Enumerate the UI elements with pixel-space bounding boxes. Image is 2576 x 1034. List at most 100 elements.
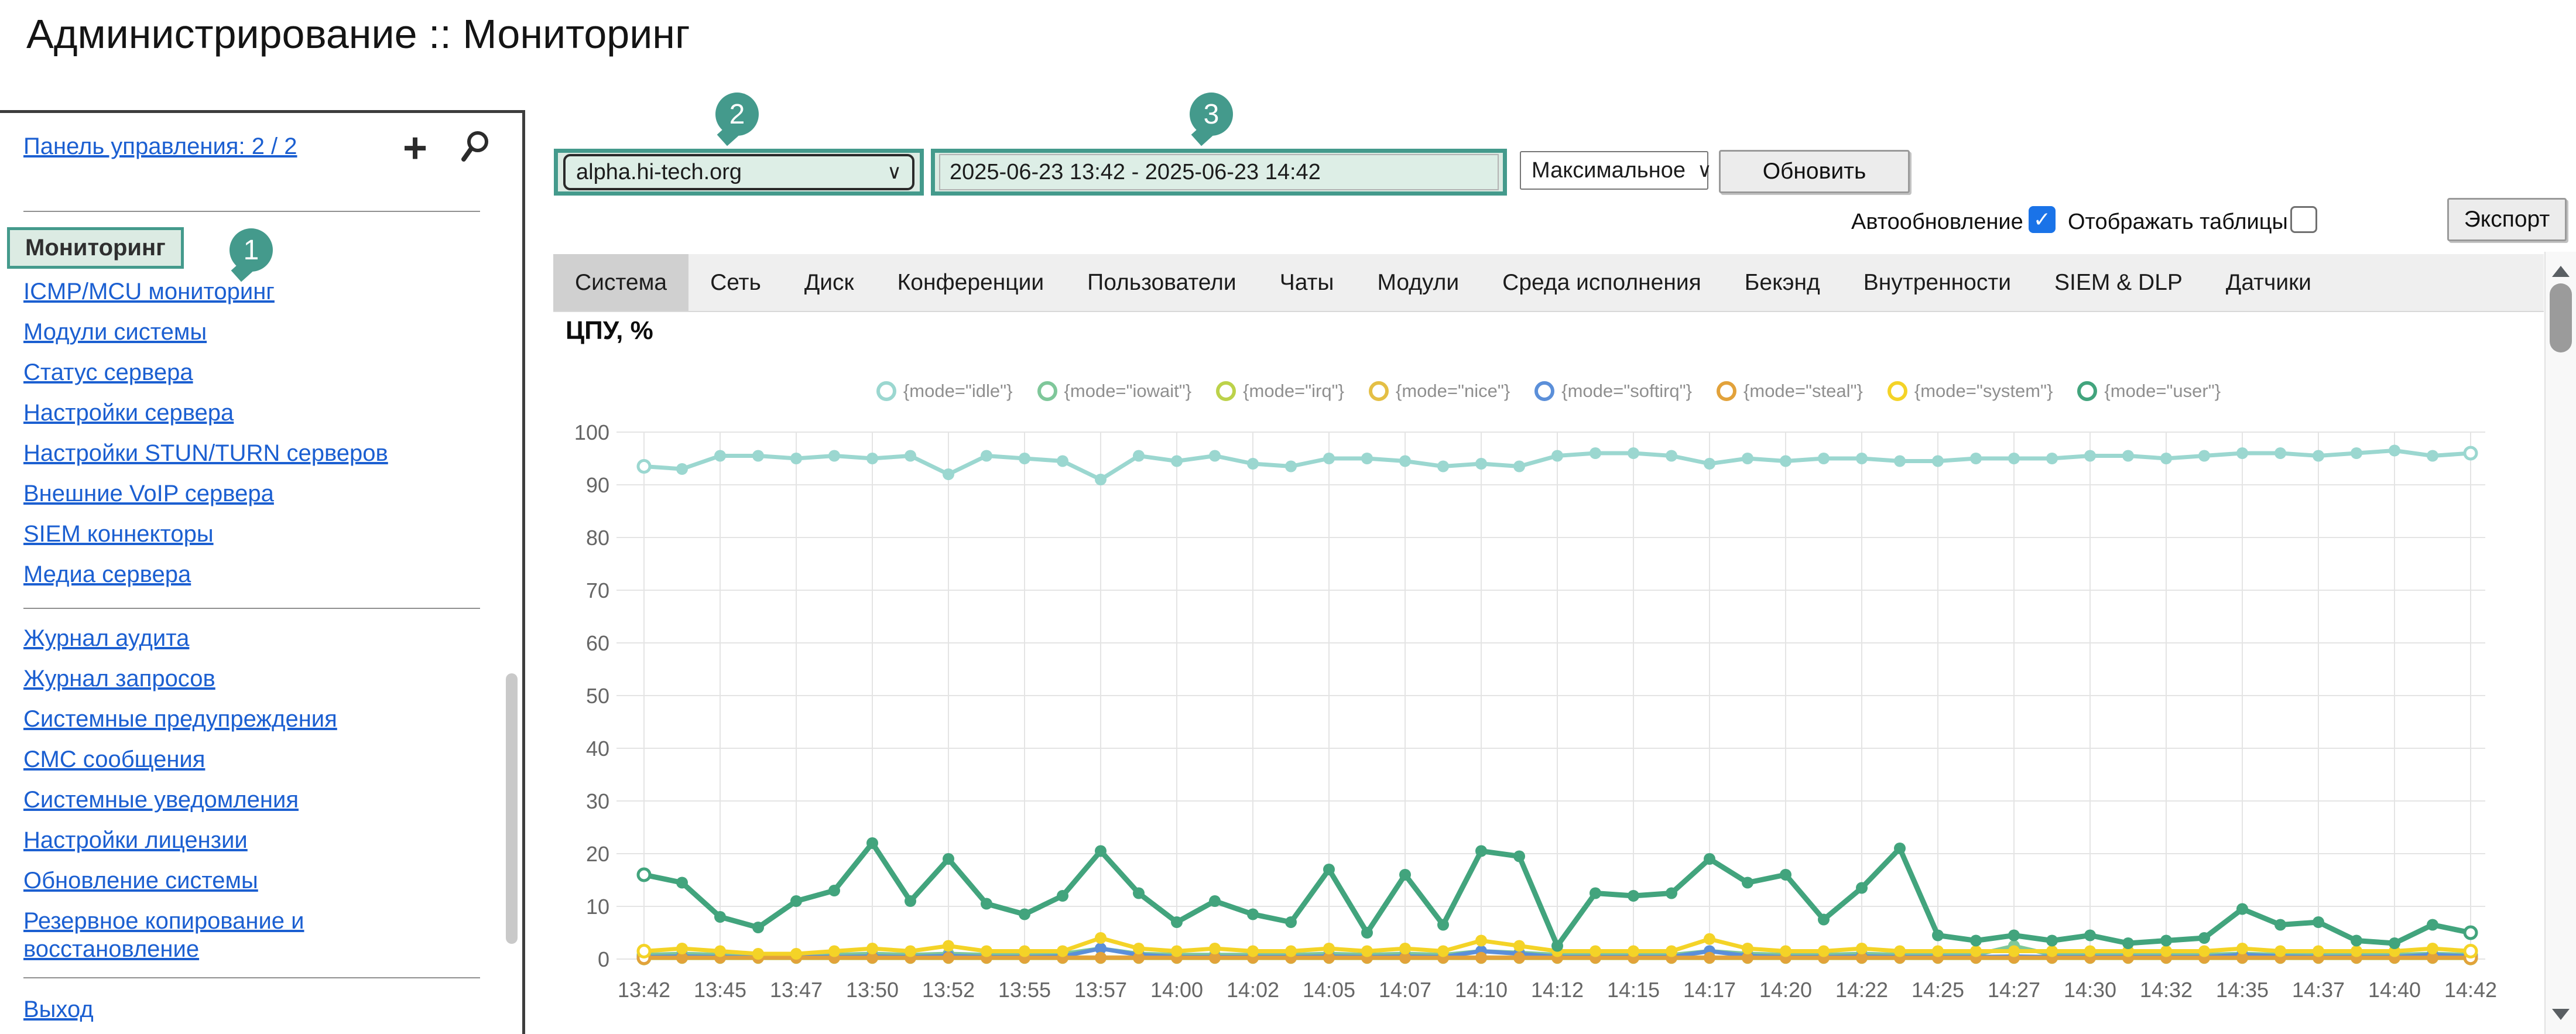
export-button[interactable]: Экспорт xyxy=(2447,198,2567,241)
data-point xyxy=(2198,945,2210,957)
data-point xyxy=(1361,945,1373,957)
data-point xyxy=(1742,951,1753,964)
tab[interactable]: Датчики xyxy=(2225,270,2311,295)
svg-text:14:25: 14:25 xyxy=(1912,978,1964,1002)
scroll-up-icon[interactable] xyxy=(2552,266,2570,277)
date-range-input[interactable] xyxy=(939,154,1499,190)
data-point xyxy=(1437,945,1449,957)
main-scrollbar[interactable] xyxy=(2544,252,2576,1034)
show-tables-checkbox[interactable] xyxy=(2290,206,2317,233)
tab[interactable]: Среда исполнения xyxy=(1502,270,1701,295)
data-point xyxy=(2198,932,2210,944)
main-scrollbar-thumb[interactable] xyxy=(2550,283,2572,352)
tab[interactable]: Конференции xyxy=(897,270,1044,295)
legend-item: {mode="system"} xyxy=(1887,381,2053,402)
sidebar-item[interactable]: Настройки STUN/TURN серверов xyxy=(23,440,388,466)
sidebar-item-monitoring[interactable]: Мониторинг xyxy=(7,227,184,269)
svg-text:13:45: 13:45 xyxy=(694,978,746,1002)
control-panel-link[interactable]: Панель управления: 2 / 2 xyxy=(23,133,297,159)
data-point xyxy=(1932,929,1944,941)
callout-badge-2: 2 xyxy=(715,93,759,136)
data-point xyxy=(2463,446,2478,461)
data-point xyxy=(1970,934,1982,947)
data-point xyxy=(1399,951,1411,964)
sidebar-item[interactable]: Журнал аудита xyxy=(23,625,190,651)
legend-marker-icon xyxy=(1534,381,1555,401)
svg-text:14:00: 14:00 xyxy=(1150,978,1203,1002)
svg-text:13:57: 13:57 xyxy=(1074,978,1127,1002)
tab[interactable]: Система xyxy=(553,254,689,311)
data-point xyxy=(2463,944,2478,958)
server-select[interactable]: alpha.hi-tech.org ∨ xyxy=(563,154,914,190)
tab[interactable]: Модули xyxy=(1377,270,1460,295)
search-icon[interactable] xyxy=(457,128,493,164)
tab[interactable]: Диск xyxy=(804,270,854,295)
data-point xyxy=(1285,945,1297,957)
scroll-down-icon[interactable] xyxy=(2552,1009,2570,1020)
data-point xyxy=(2236,903,2248,915)
sidebar-item[interactable]: Выход xyxy=(23,997,94,1022)
data-point xyxy=(1399,455,1411,467)
data-point xyxy=(1704,458,1715,470)
refresh-button[interactable]: Обновить xyxy=(1719,150,1910,193)
sidebar-item[interactable]: СМС сообщения xyxy=(23,747,205,772)
data-point xyxy=(943,951,954,964)
svg-text:100: 100 xyxy=(574,420,609,444)
sidebar-scrollbar-thumb[interactable] xyxy=(506,673,518,944)
data-point xyxy=(828,885,840,896)
series-modeidle xyxy=(636,444,2478,485)
tab[interactable]: Бекэнд xyxy=(1744,270,1820,295)
sidebar-item[interactable]: Настройки лицензии xyxy=(23,827,248,853)
svg-text:13:52: 13:52 xyxy=(922,978,975,1002)
data-point xyxy=(1171,455,1183,467)
data-point xyxy=(2236,951,2248,964)
tab[interactable]: Пользователи xyxy=(1087,270,1236,295)
server-select-value: alpha.hi-tech.org xyxy=(576,159,742,184)
sidebar-item[interactable]: Медиа сервера xyxy=(23,561,191,587)
sidebar-item[interactable]: Внешние VoIP сервера xyxy=(23,481,274,506)
data-point xyxy=(1628,447,1639,459)
data-point xyxy=(636,459,652,474)
data-point xyxy=(981,450,992,462)
tab[interactable]: Чаты xyxy=(1279,270,1334,295)
tab[interactable]: SIEM & DLP xyxy=(2054,270,2183,295)
legend-item: {mode="steal"} xyxy=(1717,381,1863,402)
legend-marker-icon xyxy=(876,381,896,401)
add-icon[interactable]: + xyxy=(403,125,428,172)
data-point xyxy=(2084,929,2096,941)
sidebar-item[interactable]: SIEM коннекторы xyxy=(23,521,214,547)
data-point xyxy=(676,951,688,964)
svg-text:30: 30 xyxy=(586,789,609,813)
autorefresh-checkbox[interactable]: ✓ xyxy=(2029,206,2056,233)
sidebar-group-monitoring: ICMP/MCU мониторинг Модули системы Статус … xyxy=(23,278,509,601)
legend-marker-icon xyxy=(1887,381,1907,401)
sidebar-item[interactable]: Системные предупреждения xyxy=(23,706,337,732)
svg-text:60: 60 xyxy=(586,631,609,655)
sidebar-item[interactable]: ICMP/MCU мониторинг xyxy=(23,279,275,304)
sidebar-item[interactable]: Обновление системы xyxy=(23,868,258,893)
legend-marker-icon xyxy=(1368,381,1389,401)
tab[interactable]: Внутренности xyxy=(1863,270,2011,295)
data-point xyxy=(866,943,878,954)
sidebar-item[interactable]: Модули системы xyxy=(23,319,207,345)
data-point xyxy=(1818,913,1830,926)
sidebar-item[interactable]: Настройки сервера xyxy=(23,400,234,426)
data-point xyxy=(2463,925,2478,940)
tab[interactable]: Сеть xyxy=(710,270,761,295)
data-point xyxy=(828,450,840,462)
svg-text:14:27: 14:27 xyxy=(1988,978,2040,1002)
data-point xyxy=(905,450,916,462)
svg-text:13:55: 13:55 xyxy=(998,978,1051,1002)
data-point xyxy=(866,453,878,464)
sidebar-item[interactable]: Журнал запросов xyxy=(23,666,215,691)
data-point xyxy=(905,945,916,957)
sidebar-item[interactable]: Статус сервера xyxy=(23,359,193,385)
legend-marker-icon xyxy=(1037,381,1057,401)
data-point xyxy=(1590,887,1601,899)
data-point xyxy=(981,898,992,910)
interval-select[interactable]: Максимальное ∨ xyxy=(1520,151,1712,190)
data-point xyxy=(1475,845,1487,857)
sidebar-item[interactable]: Резервное копирование и восстановление xyxy=(23,908,304,962)
sidebar-item[interactable]: Системные уведомления xyxy=(23,787,299,813)
